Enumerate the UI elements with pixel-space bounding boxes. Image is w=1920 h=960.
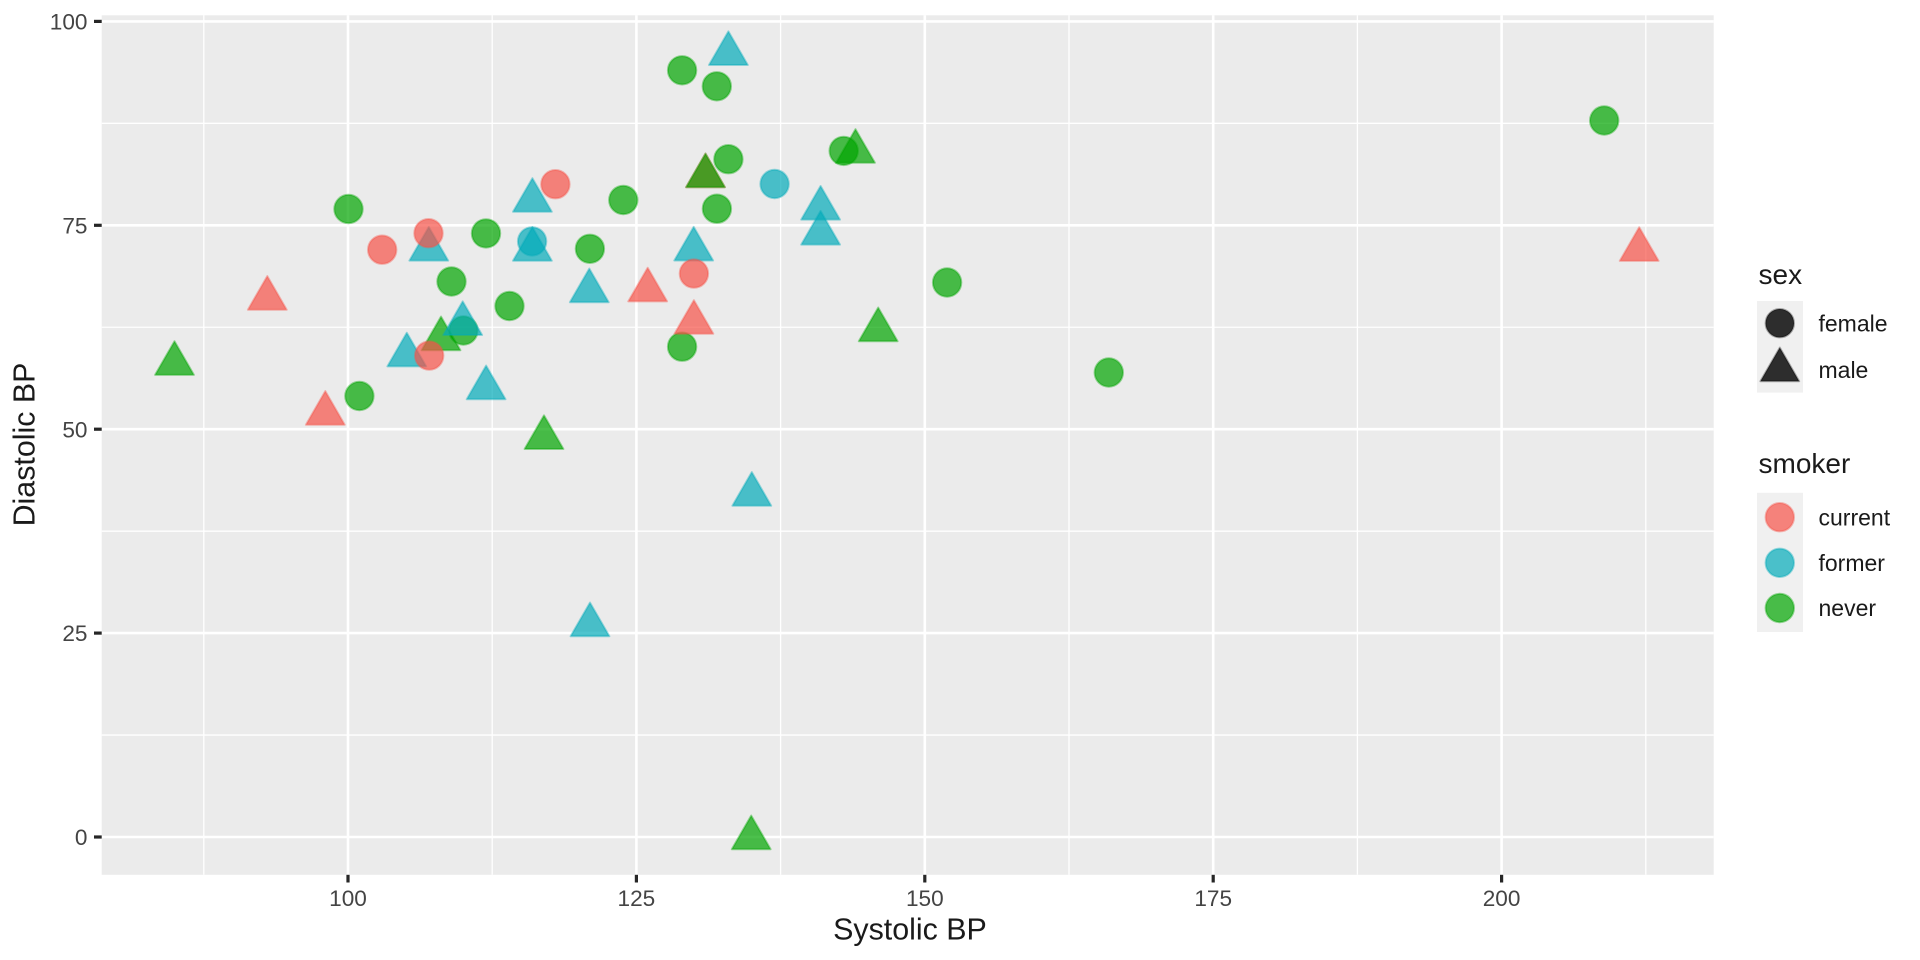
svg-text:100: 100 [329,886,367,911]
svg-text:75: 75 [62,213,87,238]
svg-text:male: male [1819,357,1869,383]
svg-text:current: current [1819,504,1891,530]
svg-text:female: female [1819,310,1888,336]
svg-text:125: 125 [618,886,656,911]
svg-text:50: 50 [62,417,87,442]
svg-text:Systolic BP: Systolic BP [833,913,987,947]
svg-text:150: 150 [906,886,944,911]
svg-text:never: never [1819,595,1877,621]
svg-text:smoker: smoker [1759,448,1851,479]
svg-text:200: 200 [1483,886,1521,911]
svg-text:175: 175 [1194,886,1232,911]
svg-text:0: 0 [75,825,88,850]
svg-text:former: former [1819,550,1886,576]
svg-text:sex: sex [1759,259,1803,290]
svg-text:25: 25 [62,621,87,646]
svg-text:100: 100 [50,10,88,35]
svg-text:Diastolic BP: Diastolic BP [8,363,42,527]
